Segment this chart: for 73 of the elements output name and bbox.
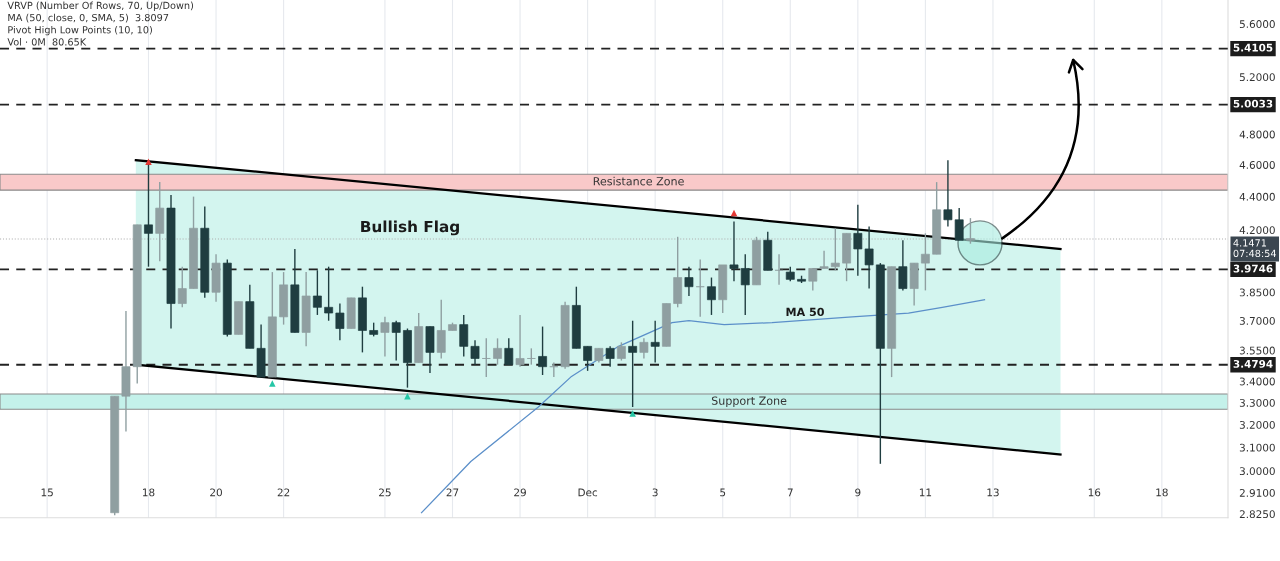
- annotation: VRVP (Number Of Rows, 70, Up/Down): [7, 1, 194, 11]
- y-tick-label: 3.2000: [1239, 420, 1275, 429]
- candlestick: [436, 299, 446, 360]
- x-tick-label: 15: [41, 488, 53, 497]
- candlestick: [650, 320, 660, 364]
- band-label: Resistance Zone: [593, 176, 684, 186]
- candlestick: [830, 227, 840, 271]
- candlestick: [616, 341, 626, 362]
- y-tick-label: 5.2000: [1239, 73, 1275, 82]
- candlestick: [707, 276, 716, 316]
- candlestick: [144, 164, 153, 268]
- y-tick-label: 4.2000: [1239, 226, 1275, 235]
- candlestick: [605, 345, 615, 368]
- y-tick-label: 2.9100: [1239, 488, 1275, 497]
- y-tick-label: 5.6000: [1239, 20, 1275, 28]
- candlestick: [898, 239, 908, 292]
- x-tick-label: 9: [855, 488, 861, 497]
- x-tick-label: 18: [143, 488, 155, 497]
- candlestick: [493, 337, 502, 366]
- annotation: Pivot High Low Points (10, 10): [8, 25, 152, 36]
- x-tick-label: 27: [446, 488, 459, 497]
- candlestick: [538, 325, 547, 376]
- y-tick-label: 2.8250: [1239, 510, 1275, 519]
- y-tick-label: 3.1000: [1239, 443, 1275, 452]
- annotation: Vol · 0M 80.65K: [7, 38, 87, 46]
- ref-line-label: 3.4794: [1233, 359, 1273, 368]
- y-tick-label: 4.8000: [1239, 130, 1275, 139]
- annotation: MA 50: [786, 307, 824, 317]
- y-tick-label: 3.7000: [1239, 316, 1275, 325]
- candlestick: [380, 316, 390, 358]
- candlestick: [583, 345, 593, 372]
- candlestick: [684, 265, 694, 297]
- candlestick: [729, 220, 739, 282]
- y-tick-label: 4.6000: [1239, 161, 1275, 169]
- candlestick: [459, 314, 469, 358]
- ref-line-label: 3.9746: [1233, 264, 1273, 273]
- candlestick: [312, 269, 322, 316]
- y-tick-label: 4.4000: [1239, 192, 1275, 201]
- x-tick-label: 29: [514, 488, 526, 497]
- x-tick-label: 11: [919, 488, 932, 497]
- ref-line-label: 5.4105: [1233, 43, 1273, 52]
- y-tick-label: 3.4000: [1239, 377, 1275, 386]
- band-label: Support Zone: [711, 396, 787, 408]
- x-tick-label: 20: [210, 488, 222, 497]
- x-tick-label: 18: [1156, 488, 1168, 497]
- candlestick: [628, 320, 638, 408]
- candlestick: [966, 217, 975, 245]
- y-tick-label: 3.0000: [1239, 467, 1275, 476]
- x-tick-label: 22: [277, 488, 290, 497]
- x-tick-label: Dec: [578, 488, 598, 497]
- candlestick: [177, 265, 187, 309]
- candlestick: [639, 337, 649, 360]
- x-tick-label: 25: [379, 488, 391, 497]
- candlestick: [391, 320, 401, 362]
- y-tick-label: 3.5500: [1239, 346, 1275, 355]
- annotation: Bullish Flag: [361, 220, 459, 236]
- candlestick: [324, 265, 334, 322]
- candlestick: [470, 339, 480, 366]
- ref-line-label: 4.1471 07:48:54: [1233, 239, 1277, 258]
- ref-line-label: 5.0033: [1233, 99, 1273, 108]
- x-tick-label: 16: [1088, 488, 1101, 497]
- candlestick: [504, 337, 514, 366]
- candlestick: [920, 232, 930, 292]
- x-tick-label: 3: [652, 488, 658, 497]
- y-tick-label: 3.3000: [1239, 398, 1275, 407]
- candlestick: [515, 314, 525, 368]
- candlestick: [335, 302, 345, 342]
- x-tick-label: 5: [720, 488, 726, 497]
- candlestick: [740, 253, 750, 316]
- y-tick-label: 3.8500: [1239, 288, 1275, 297]
- annotation: MA (50, close, 0, SMA, 5) 3.8097: [8, 13, 169, 23]
- x-tick-label: 13: [987, 488, 999, 497]
- x-tick-label: 7: [787, 488, 793, 497]
